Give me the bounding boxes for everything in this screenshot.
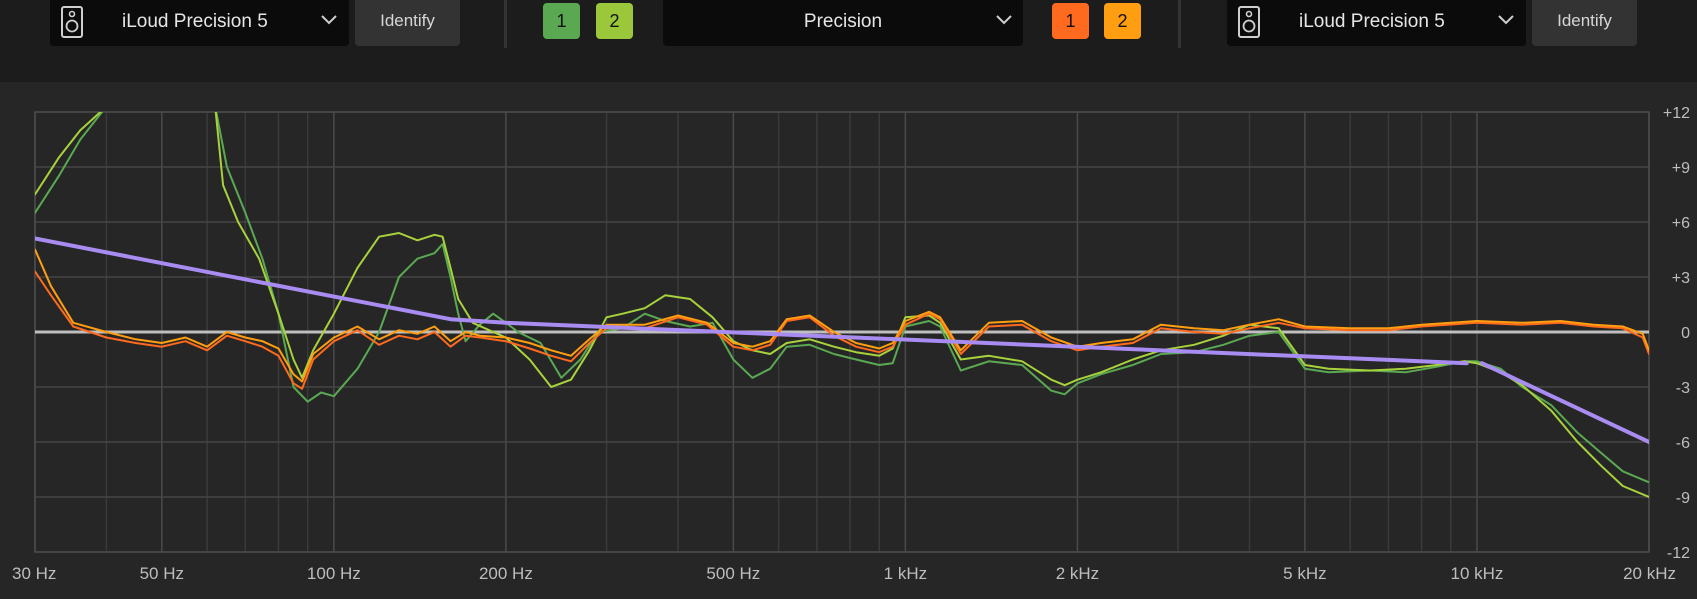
right-channel-2-button[interactable]: 2 (1104, 3, 1141, 39)
response-curve-4 (35, 248, 1649, 383)
separator (1178, 0, 1181, 48)
chevron-down-icon (996, 15, 1012, 25)
x-tick-label: 10 kHz (1450, 564, 1503, 583)
response-curve-3 (35, 270, 1649, 390)
speaker-icon (61, 6, 83, 38)
x-tick-label: 20 kHz (1623, 564, 1676, 583)
x-tick-label: 5 kHz (1283, 564, 1326, 583)
response-curve-1 (35, 112, 1649, 484)
y-axis-labels: +12 +9 +6 +3 0 -3 -6 -9 -12 (1663, 105, 1690, 562)
major-grid (34, 111, 1650, 553)
chevron-down-icon (321, 15, 337, 25)
y-tick-label: -6 (1676, 435, 1690, 452)
mode-label: Precision (803, 11, 883, 32)
frequency-response-graph: +12 +9 +6 +3 0 -3 -6 -9 -12 30 Hz 50 Hz 100 Hz 200 … (12, 105, 1690, 583)
x-tick-label: 2 kHz (1056, 564, 1099, 583)
x-tick-label: 1 kHz (884, 564, 927, 583)
y-tick-label: +6 (1672, 215, 1690, 232)
x-tick-label: 30 Hz (12, 564, 56, 583)
toolbar: iLoud Precision 5 Identify 1 2 Precision… (0, 0, 1697, 82)
y-tick-label: -12 (1667, 545, 1690, 562)
left-identify-button[interactable]: Identify (355, 0, 460, 46)
right-identify-button[interactable]: Identify (1532, 0, 1637, 46)
x-tick-label: 500 Hz (706, 564, 760, 583)
mode-select[interactable]: Precision (663, 0, 1023, 46)
right-speaker-select[interactable]: iLoud Precision 5 (1227, 0, 1526, 46)
y-tick-label: 0 (1681, 325, 1690, 342)
y-tick-label: +12 (1663, 105, 1690, 122)
x-tick-label: 200 Hz (479, 564, 533, 583)
right-channel-1-button[interactable]: 1 (1052, 3, 1089, 39)
left-speaker-select[interactable]: iLoud Precision 5 (50, 0, 349, 46)
y-tick-label: +3 (1672, 270, 1690, 287)
x-tick-label: 100 Hz (307, 564, 361, 583)
response-curve-5 (35, 236, 1469, 366)
response-curve-6 (1479, 361, 1649, 444)
y-tick-label: +9 (1672, 160, 1690, 177)
response-curves (35, 112, 1649, 498)
right-speaker-model: iLoud Precision 5 (1299, 11, 1445, 32)
left-speaker-model: iLoud Precision 5 (122, 11, 268, 32)
separator (504, 0, 507, 48)
left-channel-2-button[interactable]: 2 (596, 3, 633, 39)
x-axis-labels: 30 Hz 50 Hz 100 Hz 200 Hz 500 Hz 1 kHz 2 kHz 5 … (12, 564, 1676, 583)
speaker-icon (1238, 6, 1260, 38)
chevron-down-icon (1498, 15, 1514, 25)
y-tick-label: -9 (1676, 490, 1690, 507)
response-curve-2 (35, 112, 1649, 498)
x-tick-label: 50 Hz (140, 564, 184, 583)
y-tick-label: -3 (1676, 380, 1690, 397)
left-channel-1-button[interactable]: 1 (543, 3, 580, 39)
